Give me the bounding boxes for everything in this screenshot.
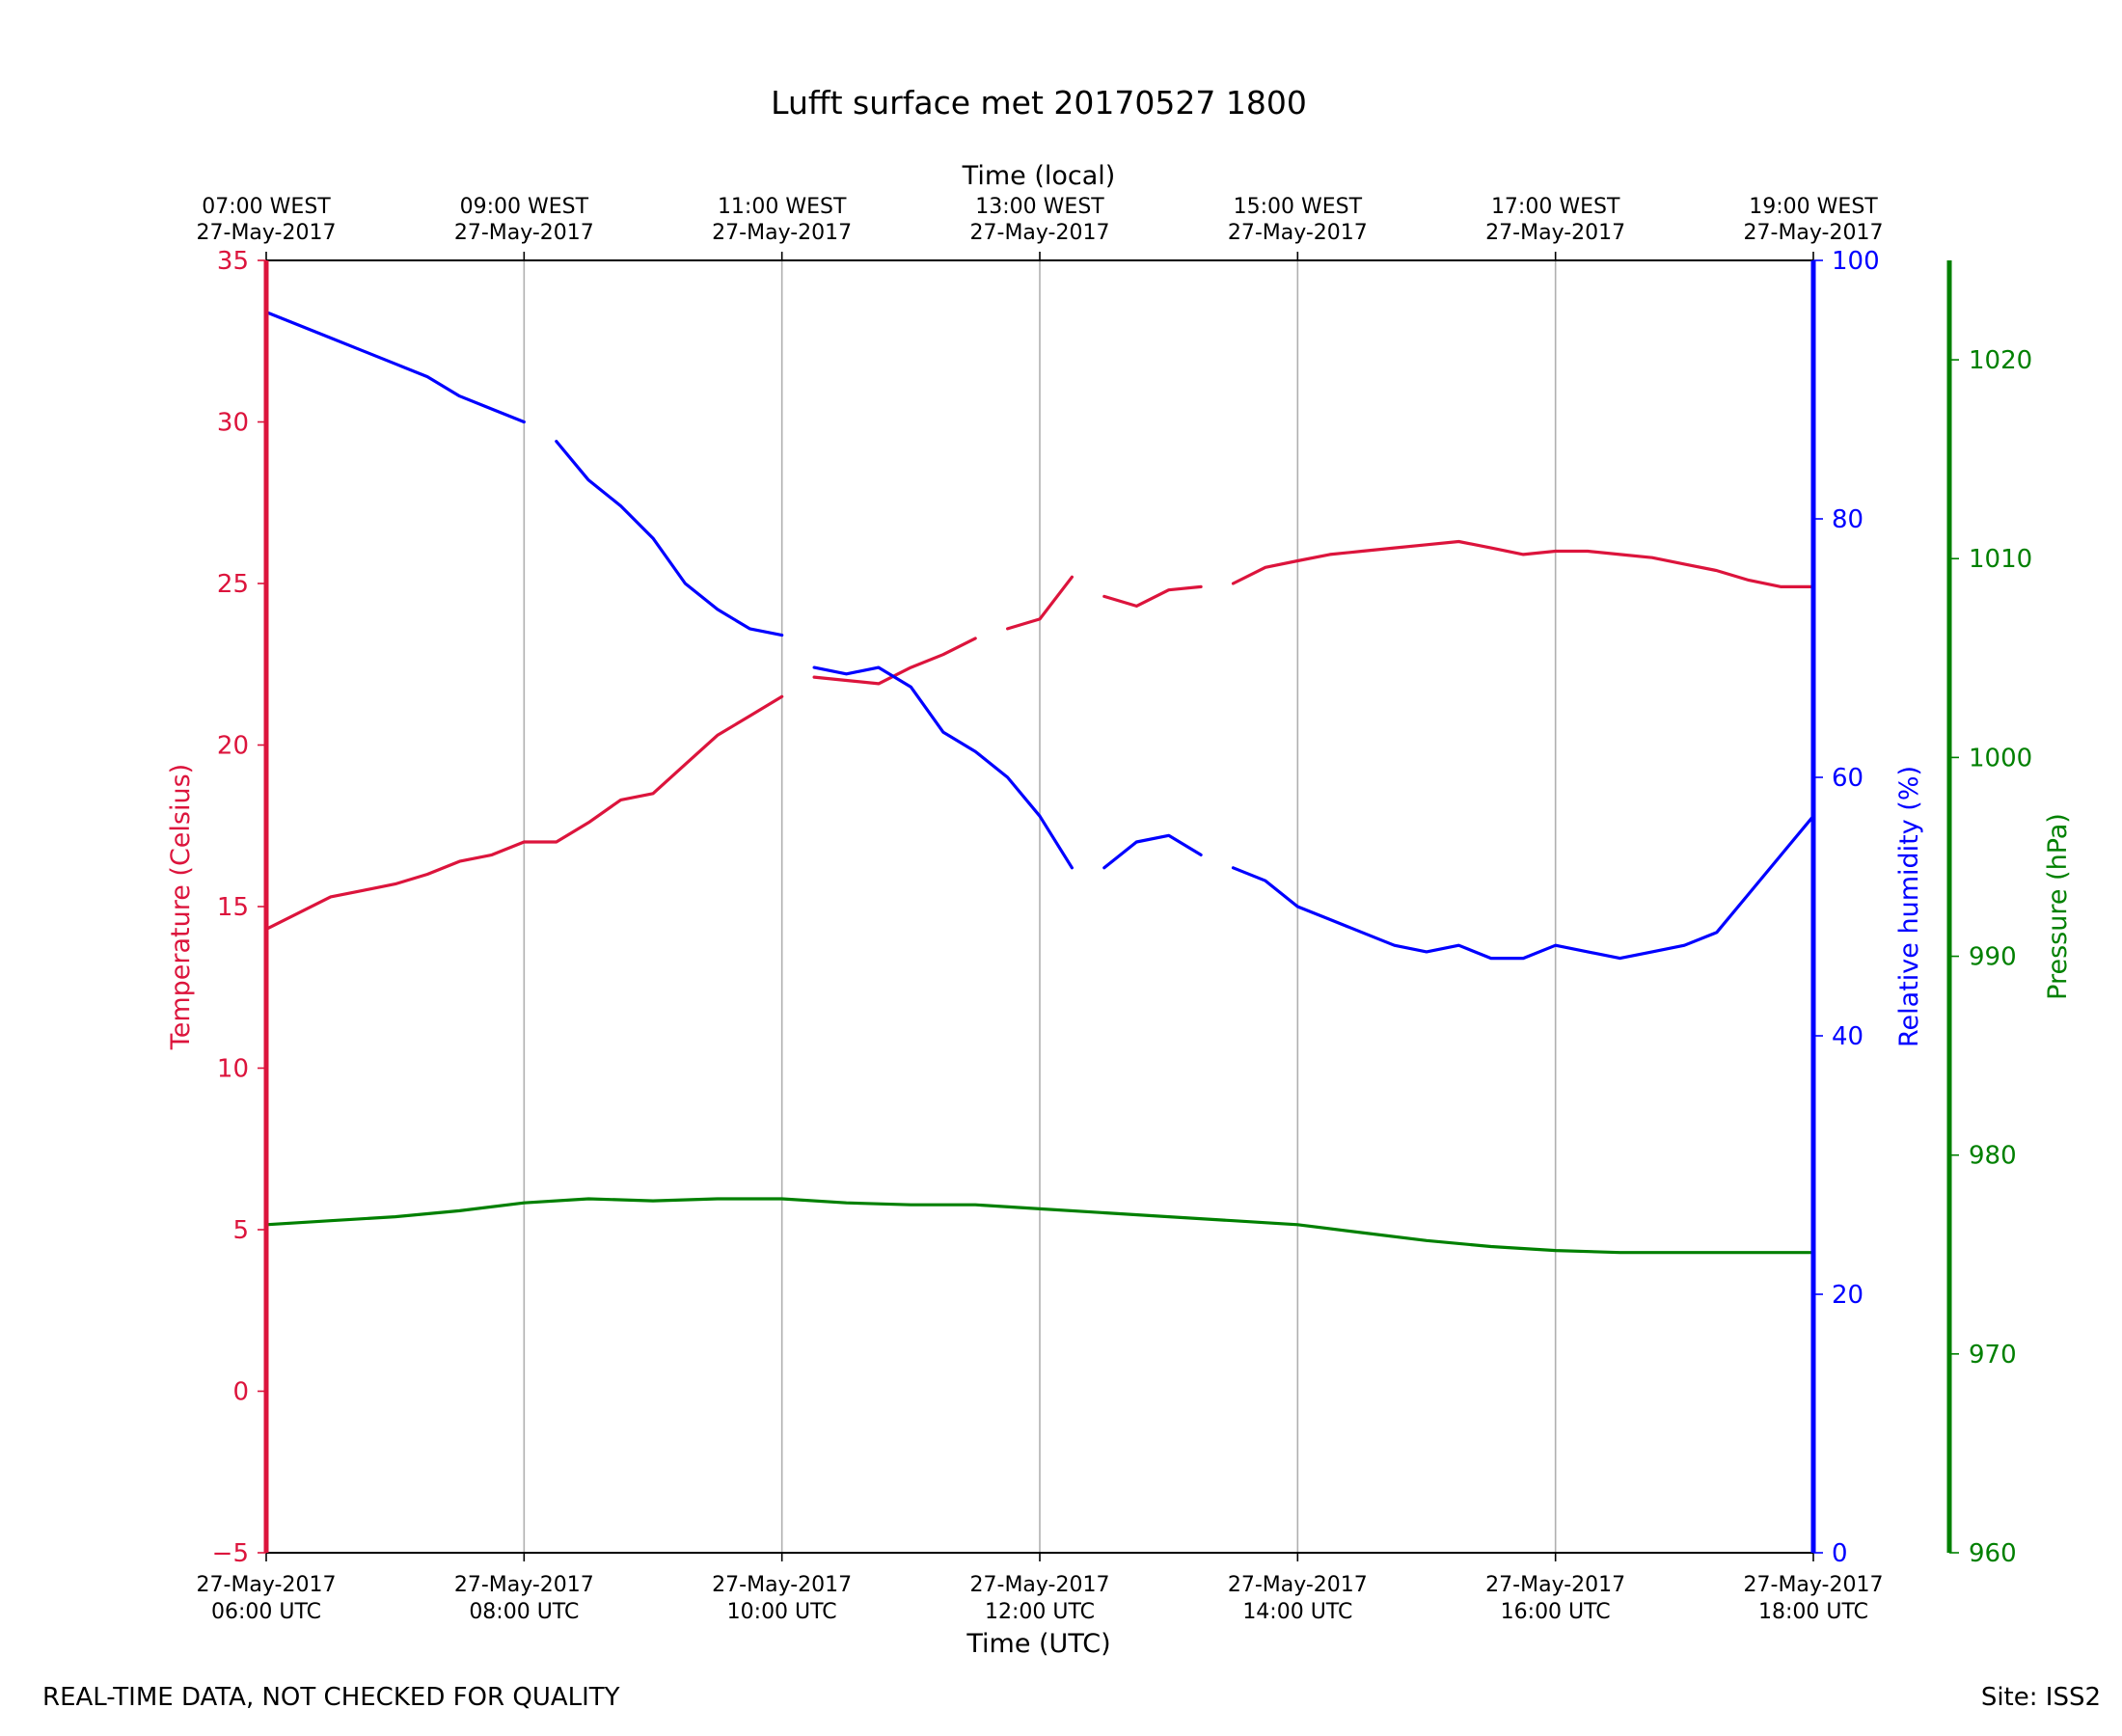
top-tick-label-date: 27-May-2017: [197, 221, 337, 245]
pressure-tick-label: 990: [1969, 943, 2017, 972]
x-tick-label-date: 27-May-2017: [454, 1573, 594, 1597]
x-tick-label-time: 12:00 UTC: [985, 1600, 1095, 1624]
temperature-tick-label: 0: [232, 1378, 249, 1407]
pressure-tick-label: 970: [1969, 1341, 2017, 1370]
top-tick-label-time: 09:00 WEST: [460, 195, 589, 219]
temperature-axis-label: Temperature (Celsius): [166, 764, 196, 1050]
site-label: Site: ISS2: [1980, 1683, 2101, 1712]
pressure-tick-label: 1010: [1969, 545, 2032, 574]
humidity-tick-label: 100: [1832, 247, 1880, 276]
temperature-tick-label: 25: [217, 570, 249, 599]
humidity-axis-label: Relative humidity (%): [1894, 766, 1924, 1047]
pressure-tick-label: 1020: [1969, 346, 2032, 375]
x-tick-label-date: 27-May-2017: [1744, 1573, 1884, 1597]
series-line-pressure: [264, 1197, 1815, 1255]
chart-title: Lufft surface met 20170527 1800: [771, 84, 1307, 122]
x-tick-label-time: 10:00 UTC: [727, 1600, 837, 1624]
humidity-tick-label: 0: [1832, 1539, 1848, 1568]
quality-disclaimer: REAL-TIME DATA, NOT CHECKED FOR QUALITY: [42, 1683, 620, 1712]
humidity-tick-label: 20: [1832, 1281, 1864, 1310]
temperature-tick-label: 30: [217, 409, 249, 438]
top-tick-label-date: 27-May-2017: [970, 221, 1110, 245]
humidity-tick-label: 60: [1832, 764, 1864, 793]
pressure-tick-label: 1000: [1969, 744, 2032, 773]
pressure-tick-label: 980: [1969, 1142, 2017, 1171]
humidity-tick-label: 80: [1832, 505, 1864, 534]
bottom-axis-label: Time (UTC): [966, 1629, 1110, 1659]
temperature-tick-label: 35: [217, 247, 249, 276]
x-tick-label-time: 14:00 UTC: [1242, 1600, 1352, 1624]
temperature-tick-label: 10: [217, 1055, 249, 1084]
top-tick-label-time: 07:00 WEST: [202, 195, 331, 219]
x-tick-label-time: 18:00 UTC: [1758, 1600, 1868, 1624]
x-tick-label-date: 27-May-2017: [1485, 1573, 1625, 1597]
top-tick-label-date: 27-May-2017: [1485, 221, 1625, 245]
series-line-relative-humidity: [264, 311, 1815, 961]
top-tick-label-date: 27-May-2017: [1228, 221, 1368, 245]
temperature-tick-label: 15: [217, 893, 249, 922]
top-tick-label-date: 27-May-2017: [454, 221, 594, 245]
x-tick-label-time: 08:00 UTC: [469, 1600, 579, 1624]
x-tick-label-date: 27-May-2017: [197, 1573, 337, 1597]
top-tick-label-time: 15:00 WEST: [1234, 195, 1363, 219]
top-tick-label-time: 13:00 WEST: [975, 195, 1104, 219]
x-tick-label-time: 06:00 UTC: [211, 1600, 321, 1624]
top-tick-label-time: 11:00 WEST: [718, 195, 847, 219]
x-tick-label-date: 27-May-2017: [970, 1573, 1110, 1597]
humidity-tick-label: 40: [1832, 1022, 1864, 1051]
x-tick-label-time: 16:00 UTC: [1501, 1600, 1611, 1624]
temperature-tick-label: 5: [232, 1216, 249, 1245]
top-tick-label-time: 19:00 WEST: [1749, 195, 1878, 219]
temperature-tick-label: −5: [212, 1539, 249, 1568]
x-tick-label-date: 27-May-2017: [712, 1573, 852, 1597]
top-tick-label-date: 27-May-2017: [1744, 221, 1884, 245]
pressure-axis-label: Pressure (hPa): [2043, 813, 2073, 1000]
top-tick-label-date: 27-May-2017: [712, 221, 852, 245]
x-tick-label-date: 27-May-2017: [1228, 1573, 1368, 1597]
pressure-tick-label: 960: [1969, 1539, 2017, 1568]
top-tick-label-time: 17:00 WEST: [1491, 195, 1620, 219]
temperature-tick-label: 20: [217, 732, 249, 761]
top-axis-label: Time (local): [962, 161, 1116, 191]
